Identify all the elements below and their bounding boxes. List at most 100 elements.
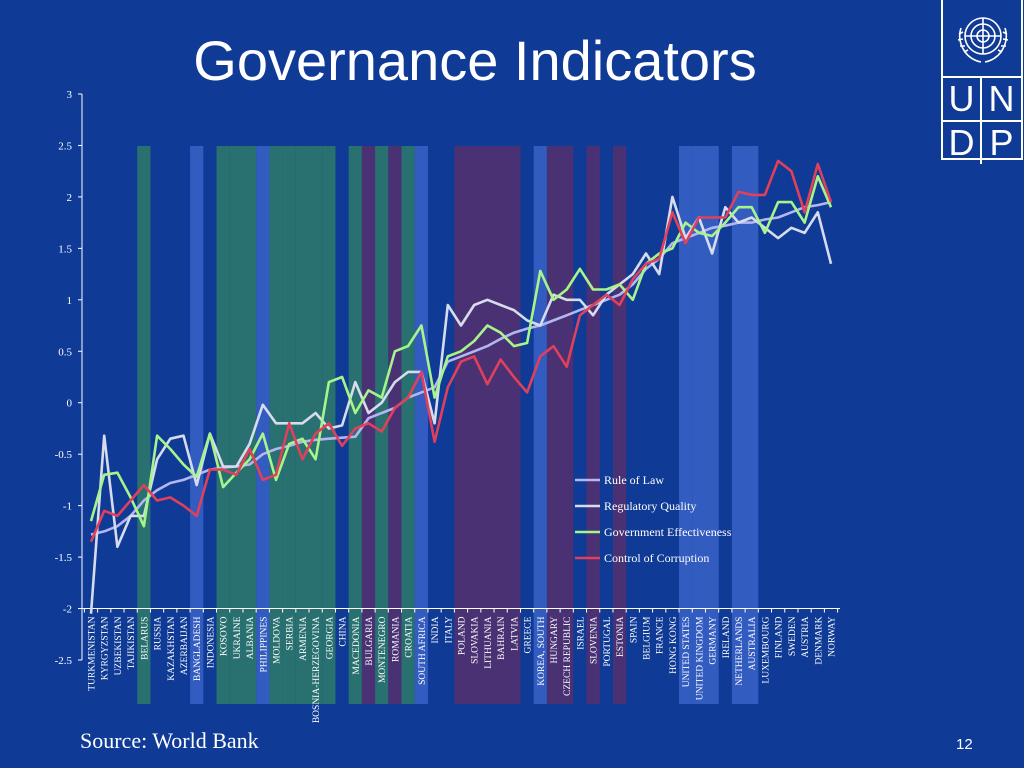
- category-label-philippines: PHILIPPINES: [259, 617, 269, 673]
- logo-letter-d: D: [943, 120, 982, 164]
- category-label-hungary: HUNGARY: [550, 616, 560, 663]
- category-label-india: INDIA: [431, 616, 441, 643]
- y-tick-label: 2.5: [58, 140, 72, 152]
- category-label-estonia: ESTONIA: [616, 616, 626, 657]
- highlight-band-south-africa: [414, 146, 428, 704]
- category-label-uzbekistan: UZBEKISTAN: [114, 616, 124, 675]
- category-label-greece: GREECE: [524, 616, 534, 653]
- category-label-poland: POLAND: [458, 616, 468, 655]
- logo-letter-n: N: [982, 76, 1021, 120]
- category-label-norway: NORWAY: [828, 616, 838, 656]
- y-tick-label: -2: [63, 604, 72, 616]
- category-label-turkmenistan: TURKMENISTAN: [88, 616, 98, 690]
- highlight-band-belarus: [137, 146, 151, 704]
- category-label-kosovo: KOSOVO: [220, 616, 230, 656]
- y-tick-label: -1.5: [55, 552, 73, 564]
- undp-logo: U N D P: [941, 0, 1023, 164]
- series-line-regulatory-quality: [89, 195, 833, 614]
- category-label-tajikistan: TAJIKISTAN: [127, 616, 137, 669]
- category-label-australia: AUSTRALIA: [748, 616, 758, 670]
- highlight-band-montenegro: [375, 146, 389, 704]
- category-label-spain: SPAIN: [629, 616, 639, 643]
- category-label-macedonia: MACEDONIA: [352, 616, 362, 674]
- category-label-armenia: ARMENIA: [299, 616, 309, 660]
- category-label-kazakhstan: KAZAKHSTAN: [167, 616, 177, 680]
- category-label-indonesia: INDONESIA: [206, 616, 216, 668]
- highlight-band-romania: [388, 146, 402, 704]
- highlight-band-hungary: [546, 146, 561, 704]
- category-label-austria: AUSTRIA: [801, 616, 811, 657]
- legend-label-regulatory-quality: Regulatory Quality: [604, 499, 696, 513]
- highlight-band-philippines: [256, 146, 270, 704]
- y-tick-label: 2: [67, 192, 73, 204]
- category-label-netherlands: NETHERLANDS: [735, 617, 745, 686]
- category-label-south-africa: SOUTH AFRICA: [418, 616, 428, 684]
- chart-legend: Rule of Law Regulatory Quality Government …: [575, 473, 732, 565]
- highlight-band-latvia: [507, 146, 521, 704]
- category-label-latvia: LATVIA: [510, 616, 520, 650]
- highlight-band-slovakia: [467, 146, 481, 704]
- logo-letter-u: U: [943, 76, 982, 120]
- highlight-band-united-states: [679, 146, 693, 704]
- category-label-bahrain: BAHRAIN: [497, 616, 507, 659]
- highlight-band-moldova: [269, 146, 283, 704]
- highlight-band-macedonia: [348, 146, 362, 704]
- highlight-band-armenia: [295, 146, 310, 704]
- y-tick-label: -1: [63, 501, 72, 513]
- category-label-denmark: DENMARK: [814, 616, 824, 664]
- category-label-bangladesh: BANGLADESH: [193, 616, 203, 681]
- highlight-bands: [137, 146, 759, 704]
- category-label-hong-kong: HONG KONG: [669, 616, 679, 673]
- un-emblem-icon: [957, 17, 1009, 63]
- legend-label-control-of-corruption: Control of Corruption: [604, 551, 709, 565]
- logo-letter-p: P: [982, 120, 1021, 164]
- highlight-band-lithuania: [480, 146, 495, 704]
- chart-series: [89, 159, 833, 614]
- highlight-band-germany: [705, 146, 719, 704]
- category-label-croatia: CROATIA: [405, 616, 415, 657]
- category-label-france: FRANCE: [656, 616, 666, 654]
- source-note: Source: World Bank: [80, 728, 259, 753]
- legend-label-government-effectiveness: Government Effectiveness: [604, 525, 732, 539]
- y-tick-label: 3: [67, 89, 73, 101]
- category-label-ireland: IRELAND: [722, 616, 732, 658]
- category-label-luxembourg: LUXEMBOURG: [761, 616, 771, 683]
- category-label-albania: ALBANIA: [246, 616, 256, 659]
- highlight-band-kosovo: [216, 146, 230, 704]
- legend-label-rule-of-law: Rule of Law: [604, 473, 664, 487]
- category-label-italy: ITALY: [444, 616, 454, 643]
- category-label-montenegro: MONTENEGRO: [378, 616, 388, 683]
- highlight-band-bulgaria: [361, 146, 376, 704]
- category-label-czech-republic: CZECH REPUBLIC: [563, 617, 573, 696]
- y-tick-label: 0: [67, 398, 73, 410]
- category-labels: TURKMENISTAN KYRGYZSTAN UZBEKISTAN TAJIKIST…: [88, 616, 838, 723]
- category-label-ukraine: UKRAINE: [233, 616, 243, 659]
- category-label-bulgaria: BULGARIA: [365, 616, 375, 665]
- category-label-united-states: UNITED STATES: [682, 617, 692, 688]
- y-tick-label: -2.5: [55, 655, 73, 667]
- highlight-band-netherlands: [731, 146, 746, 704]
- category-label-kyrgyzstan: KYRGYZSTAN: [101, 616, 111, 680]
- highlight-band-croatia: [401, 146, 415, 704]
- category-label-lithuania: LITHUANIA: [484, 616, 494, 668]
- highlight-band-australia: [745, 146, 759, 704]
- category-label-korea-south: KOREA, SOUTH: [537, 616, 547, 685]
- highlight-band-ukraine: [229, 146, 243, 704]
- category-label-sweden: SWEDEN: [788, 616, 798, 656]
- category-label-israel: ISRAEL: [576, 616, 586, 649]
- category-label-slovenia: SLOVENIA: [590, 616, 600, 664]
- category-label-romania: ROMANIA: [391, 616, 401, 662]
- undp-letters: U N D P: [943, 76, 1021, 164]
- y-tick-label: 1.5: [58, 243, 72, 255]
- category-label-serbia: SERBIA: [286, 616, 296, 650]
- page-number: 12: [956, 736, 973, 753]
- category-label-united-kingdom: UNITED KINGDOM: [695, 616, 705, 700]
- highlight-band-bangladesh: [190, 146, 204, 704]
- highlight-band-bosnia-herzegovina: [309, 146, 323, 704]
- highlight-band-united-kingdom: [692, 146, 706, 704]
- category-label-portugal: PORTUGAL: [603, 616, 613, 666]
- highlight-band-bahrain: [494, 146, 508, 704]
- category-label-slovakia: SLOVAKIA: [471, 616, 481, 663]
- category-label-germany: GERMANY: [709, 616, 719, 664]
